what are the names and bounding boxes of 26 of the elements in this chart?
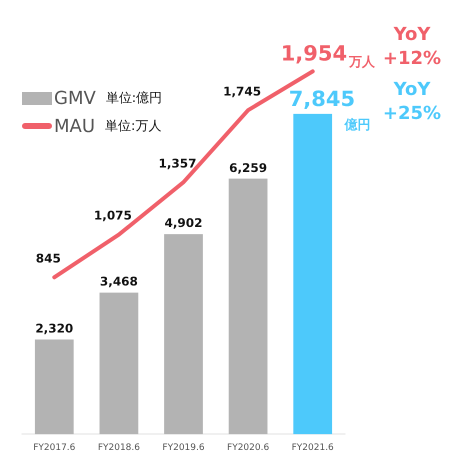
x-tick-label: FY2020.6 [227, 442, 270, 453]
bar [293, 114, 332, 434]
bar [164, 234, 203, 434]
data-label: 4,902 [164, 216, 202, 230]
text: YoY +12% [382, 24, 442, 69]
data-label: 3,468 [100, 274, 138, 289]
bar [34, 339, 74, 434]
bar [228, 178, 268, 434]
data-label: 1,075 [94, 208, 132, 223]
bar [100, 292, 138, 434]
x-tick-label: FY2019.6 [162, 442, 205, 453]
data-label: 845 [36, 251, 61, 266]
legend-label: MAU 単位:万人 [54, 116, 162, 136]
data-label: 7,845 [288, 86, 356, 111]
text: 万人 [348, 55, 376, 70]
data-label: 1,954 [280, 41, 348, 66]
data-label: 6,259 [229, 160, 268, 175]
annotation: 億円 [344, 116, 371, 133]
x-tick-label: FY2017.6 [33, 442, 76, 453]
data-label: 1,357 [158, 156, 196, 170]
data-label: 2,320 [35, 322, 74, 336]
text: YoY +25% [382, 79, 442, 124]
data-label: 1,745 [223, 84, 262, 98]
legend-label: GMV 単位:億円 [54, 88, 162, 108]
x-tick-label: FY2021.6 [292, 442, 334, 453]
x-tick-label: FY2018.6 [98, 442, 140, 453]
